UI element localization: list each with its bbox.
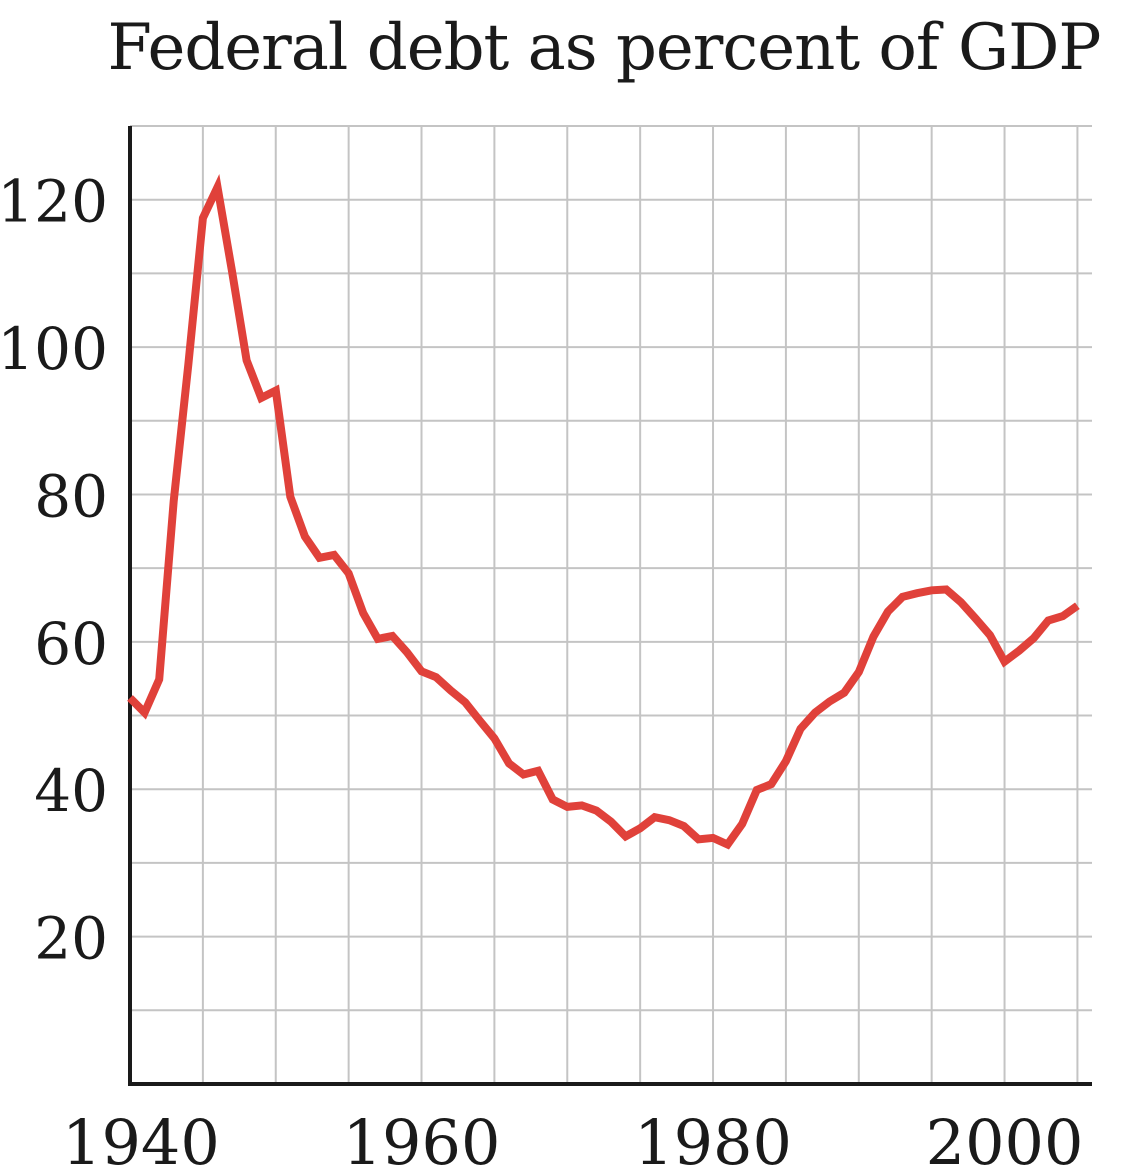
y-tick-label: 40: [34, 757, 108, 825]
x-tick-label: 1940: [62, 1106, 220, 1176]
x-tick-label: 1980: [634, 1106, 792, 1176]
y-tick-label: 60: [34, 610, 108, 678]
y-tick-label: 100: [0, 315, 108, 383]
y-tick-label: 120: [0, 168, 108, 236]
y-tick-label: 20: [34, 905, 108, 973]
x-tick-label: 2000: [926, 1106, 1084, 1176]
chart-title: Federal debt as percent of GDP: [107, 11, 1102, 85]
x-tick-label: 1960: [343, 1106, 501, 1176]
series-line: [127, 174, 1080, 850]
y-tick-label: 80: [34, 462, 108, 530]
